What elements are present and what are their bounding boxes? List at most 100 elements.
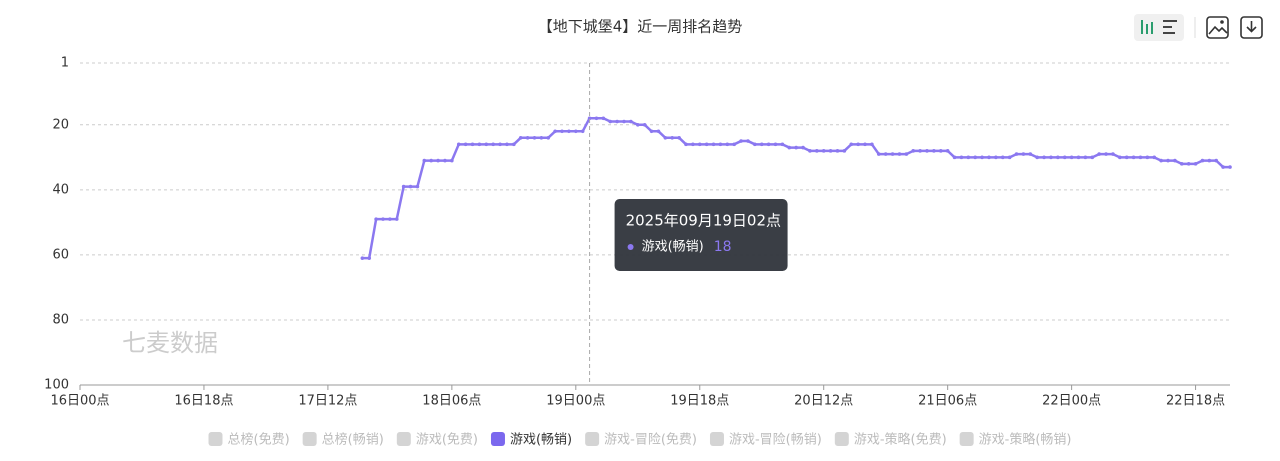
data-point <box>1083 155 1088 160</box>
data-point <box>1076 155 1081 160</box>
data-point <box>732 142 736 147</box>
data-point <box>835 149 840 153</box>
data-point <box>808 149 812 153</box>
data-point <box>388 217 392 221</box>
data-point <box>677 136 681 140</box>
data-point <box>553 129 557 134</box>
legend-item[interactable]: 总榜(畅销) <box>302 432 384 448</box>
data-point <box>787 145 792 150</box>
data-point <box>539 136 544 140</box>
data-point <box>642 122 647 127</box>
watermark: 七麦数据 <box>122 329 218 357</box>
data-point <box>512 142 516 147</box>
y-tick-label: 100 <box>44 378 69 393</box>
x-tick-label: 17日12点 <box>298 394 357 409</box>
data-point <box>877 152 881 156</box>
data-point <box>525 136 530 140</box>
data-point <box>697 142 702 147</box>
data-point <box>546 136 551 140</box>
data-point <box>1179 162 1184 166</box>
data-point <box>1000 155 1005 160</box>
data-point <box>897 152 902 156</box>
legend-swatch <box>585 432 600 446</box>
data-point <box>360 256 365 260</box>
legend-label: 游戏-策略(免费) <box>854 432 947 448</box>
data-point <box>932 149 936 153</box>
data-point <box>594 116 599 121</box>
data-point <box>1145 155 1150 160</box>
data-point <box>1186 162 1191 166</box>
data-point <box>945 149 950 153</box>
data-point <box>649 129 654 134</box>
legend-label: 游戏-策略(畅销) <box>979 432 1072 448</box>
data-point <box>1035 155 1039 160</box>
legend-label: 游戏(免费) <box>416 433 478 448</box>
data-point <box>415 184 420 189</box>
data-point <box>374 217 378 221</box>
data-point <box>959 155 964 160</box>
data-point <box>532 136 537 140</box>
legend-item[interactable]: 游戏-策略(免费) <box>834 432 947 448</box>
data-point <box>436 158 440 163</box>
data-point <box>821 149 826 153</box>
y-tick-label: 80 <box>52 312 69 327</box>
y-tick-label: 1 <box>61 56 69 71</box>
data-point <box>1104 152 1108 156</box>
data-point <box>890 152 895 156</box>
data-point <box>1049 155 1053 160</box>
legend-item[interactable]: 游戏(免费) <box>396 432 478 448</box>
legend-swatch <box>302 432 317 446</box>
x-tick-label: 16日18点 <box>174 394 233 409</box>
data-point <box>422 158 427 163</box>
data-point <box>1056 155 1060 160</box>
legend-item[interactable]: 游戏-冒险(畅销) <box>709 432 822 448</box>
x-tick-label: 18日06点 <box>422 394 481 409</box>
legend-item[interactable]: 总榜(免费) <box>208 432 290 448</box>
x-tick-label: 19日00点 <box>546 394 605 409</box>
data-point <box>1173 158 1177 163</box>
legend-swatch <box>834 432 849 446</box>
data-point <box>408 184 413 189</box>
data-point <box>1097 152 1101 156</box>
data-point <box>725 142 730 147</box>
data-point <box>443 158 447 163</box>
download[interactable] <box>1240 16 1263 39</box>
data-point <box>904 152 909 156</box>
x-tick-label: 20日12点 <box>794 394 853 409</box>
data-point <box>849 142 854 147</box>
data-point <box>463 142 468 147</box>
legend-item[interactable]: 游戏(畅销) <box>490 432 572 448</box>
y-tick-label: 20 <box>52 117 69 132</box>
chart-title: 【地下城堡4】近一周排名趋势 <box>538 18 743 36</box>
legend-item[interactable]: 游戏-策略(畅销) <box>959 432 1072 448</box>
save-image[interactable] <box>1206 16 1229 39</box>
data-point <box>746 139 750 143</box>
data-point <box>498 142 502 147</box>
data-point <box>1021 152 1026 156</box>
legend-item[interactable]: 游戏-冒险(免费) <box>585 432 697 448</box>
data-point <box>1214 158 1219 163</box>
data-point <box>429 158 433 163</box>
data-point <box>1159 158 1163 163</box>
legend-label: 总榜(免费) <box>228 432 290 448</box>
tooltip-title: 2025年09月19日02点 <box>626 212 781 230</box>
legend-swatch <box>490 432 505 446</box>
data-point <box>780 142 785 147</box>
data-point <box>870 142 874 147</box>
data-point <box>1193 162 1198 166</box>
data-point <box>456 142 461 147</box>
tooltip-series: 游戏(畅销) <box>642 240 704 255</box>
data-point <box>1062 155 1067 160</box>
data-point <box>718 142 723 147</box>
data-point <box>1138 155 1143 160</box>
x-tick-label: 22日18点 <box>1166 394 1225 409</box>
data-point <box>615 119 619 124</box>
data-point <box>1228 165 1232 169</box>
data-point <box>367 256 372 260</box>
data-point <box>691 142 695 147</box>
data-point <box>1069 155 1074 160</box>
legend-label: 游戏(畅销) <box>510 433 572 448</box>
data-point <box>980 155 984 160</box>
data-point <box>1207 158 1212 163</box>
x-tick-label: 22日00点 <box>1042 394 1101 409</box>
